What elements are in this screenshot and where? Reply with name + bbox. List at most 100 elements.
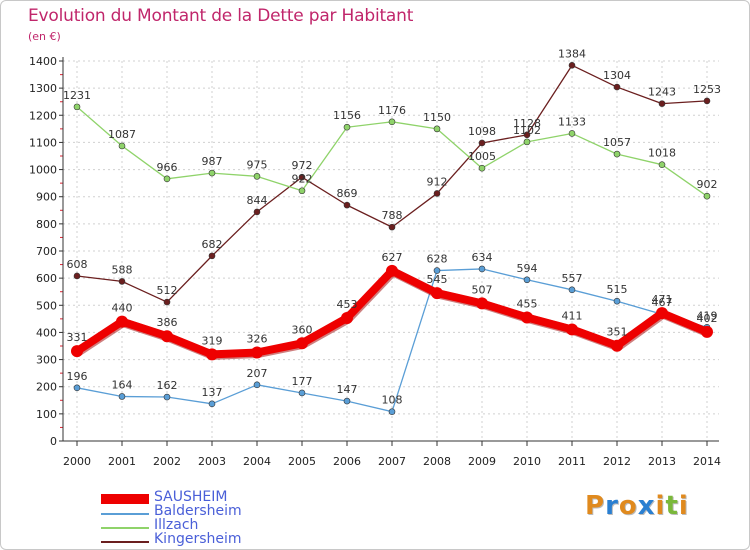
data-label: 1098 <box>468 125 496 138</box>
data-label: 902 <box>697 178 718 191</box>
data-point <box>71 345 83 358</box>
data-point <box>658 161 666 168</box>
x-tick-label: 2007 <box>378 455 406 468</box>
x-tick-label: 2004 <box>243 455 271 468</box>
legend-swatch-illzach <box>101 527 149 529</box>
data-point <box>298 187 306 195</box>
data-point <box>253 381 261 389</box>
data-label: 788 <box>382 209 403 222</box>
data-label: 515 <box>607 283 628 296</box>
data-point <box>478 139 486 147</box>
data-point <box>163 175 171 183</box>
data-point <box>431 287 443 300</box>
data-point <box>613 297 621 305</box>
data-point <box>208 169 216 177</box>
data-label: 108 <box>382 394 403 407</box>
data-label: 419 <box>697 309 718 322</box>
data-label: 1005 <box>468 150 496 163</box>
data-point <box>703 97 711 105</box>
data-label: 869 <box>337 187 358 200</box>
data-label: 966 <box>157 161 178 174</box>
data-label: 467 <box>652 296 673 309</box>
data-label: 1384 <box>558 47 586 60</box>
chart-unit: (en €) <box>28 30 61 43</box>
data-point <box>298 389 306 397</box>
data-label: 164 <box>112 378 133 391</box>
data-label: 177 <box>292 375 313 388</box>
data-label: 402 <box>697 312 718 325</box>
data-point <box>253 208 261 216</box>
data-label: 1150 <box>423 111 451 124</box>
data-label: 682 <box>202 238 223 251</box>
data-point <box>388 223 396 231</box>
chart-title: Evolution du Montant de la Dette par Hab… <box>28 6 414 26</box>
data-label: 207 <box>247 367 268 380</box>
y-tick-label: 1100 <box>29 136 57 149</box>
data-point <box>476 297 488 310</box>
data-point <box>343 123 351 131</box>
data-point <box>433 267 441 274</box>
data-label: 608 <box>67 258 88 271</box>
data-point <box>341 312 353 325</box>
data-point <box>613 83 621 91</box>
y-tick-label: 1000 <box>29 164 57 177</box>
data-label: 627 <box>382 251 403 264</box>
y-tick-label: 300 <box>36 354 57 367</box>
y-tick-label: 800 <box>36 218 57 231</box>
data-point <box>701 325 713 338</box>
data-point <box>523 276 531 284</box>
data-label: 386 <box>157 316 178 329</box>
data-label: 137 <box>202 386 223 399</box>
data-label: 975 <box>247 158 268 171</box>
data-label: 922 <box>292 173 313 186</box>
x-tick-label: 2014 <box>693 455 721 468</box>
data-label: 987 <box>202 155 223 168</box>
data-point <box>298 173 306 181</box>
legend-swatch-sausheim <box>101 494 149 504</box>
data-point <box>568 286 576 294</box>
data-label: 1243 <box>648 86 676 99</box>
x-tick-label: 2009 <box>468 455 496 468</box>
data-point <box>568 62 576 69</box>
data-point <box>613 150 621 158</box>
data-label: 594 <box>517 262 538 275</box>
data-label: 196 <box>67 370 88 383</box>
data-label: 1133 <box>558 115 586 128</box>
data-point <box>343 397 351 405</box>
data-point <box>566 323 578 336</box>
legend-label: SAUSHEIM <box>154 489 228 505</box>
y-tick-label: 0 <box>50 435 57 448</box>
data-label: 440 <box>112 302 133 315</box>
data-point <box>523 131 531 139</box>
data-point <box>523 138 531 146</box>
data-point <box>568 130 576 137</box>
y-tick-label: 500 <box>36 299 57 312</box>
data-point <box>656 307 668 320</box>
data-label: 1102 <box>513 124 541 137</box>
data-label: 512 <box>157 284 178 297</box>
data-label: 1231 <box>63 89 91 102</box>
data-point <box>73 103 81 111</box>
data-label: 351 <box>607 326 628 339</box>
data-point <box>118 393 126 400</box>
x-tick-label: 2002 <box>153 455 181 468</box>
data-point <box>343 201 351 209</box>
x-tick-label: 2013 <box>648 455 676 468</box>
data-point <box>251 346 263 359</box>
data-label: 634 <box>472 251 493 264</box>
data-label: 1087 <box>108 128 136 141</box>
proxiti-logo: Proxiti <box>585 491 689 521</box>
x-tick-label: 2010 <box>513 455 541 468</box>
data-point <box>611 339 623 352</box>
x-tick-label: 2011 <box>558 455 586 468</box>
x-tick-label: 2000 <box>63 455 91 468</box>
data-point <box>163 393 171 401</box>
data-label: 545 <box>427 273 448 286</box>
data-point <box>296 337 308 350</box>
legend-label: Baldersheim <box>154 503 242 519</box>
data-point <box>433 125 441 133</box>
data-point <box>478 164 486 172</box>
x-tick-label: 2012 <box>603 455 631 468</box>
x-tick-label: 2003 <box>198 455 226 468</box>
